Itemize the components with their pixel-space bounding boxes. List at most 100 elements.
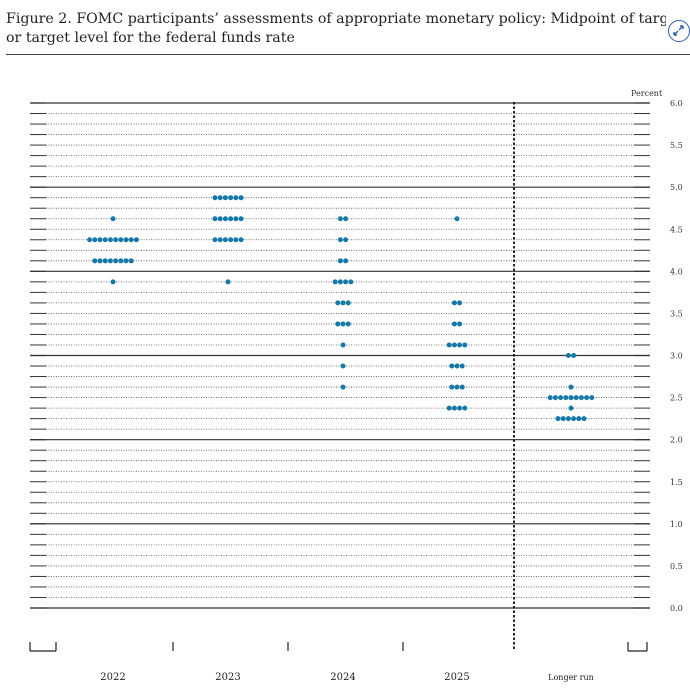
dot-marker [345, 300, 351, 306]
dot-marker [337, 279, 343, 285]
dot-marker [451, 321, 457, 327]
dot-marker [451, 342, 457, 348]
dot-marker [87, 237, 93, 243]
dot-marker [459, 384, 465, 390]
dot-marker [222, 216, 228, 222]
y-tick-label: 4.0 [670, 267, 683, 276]
dot-marker [446, 405, 452, 411]
dot-marker [451, 405, 457, 411]
x-tick-label: 2024 [330, 672, 355, 683]
dot-marker [217, 237, 223, 243]
y-axis-label: Percent [631, 89, 663, 98]
dot-marker [449, 384, 455, 390]
caption-line-1: Figure 2. FOMC participants’ assessments… [6, 11, 666, 27]
dot-marker [462, 405, 468, 411]
dot-marker [97, 258, 103, 264]
dot-marker [558, 395, 564, 401]
dot-marker [340, 342, 346, 348]
dot-marker [212, 216, 218, 222]
y-tick-label: 6.0 [670, 99, 683, 108]
dots-layer [87, 195, 595, 422]
dot-marker [343, 279, 349, 285]
dot-marker [345, 321, 351, 327]
x-tick-label: 2023 [215, 672, 240, 683]
x-tick-label: 2025 [444, 672, 469, 683]
dot-marker [449, 363, 455, 369]
dot-marker [102, 258, 108, 264]
dot-marker [222, 195, 228, 201]
y-tick-label: 5.0 [670, 183, 683, 192]
dot-marker [118, 258, 124, 264]
dot-marker [335, 300, 341, 306]
dot-marker [446, 342, 452, 348]
dot-marker [560, 416, 566, 422]
dot-marker [222, 237, 228, 243]
dot-marker [555, 416, 561, 422]
dot-marker [568, 395, 574, 401]
dot-marker [454, 363, 460, 369]
caption-line-2: or target level for the federal funds ra… [6, 30, 295, 46]
dot-marker [571, 353, 577, 358]
dot-marker [233, 195, 239, 201]
dot-marker [459, 363, 465, 369]
dot-marker [238, 195, 244, 201]
dot-marker [340, 300, 346, 306]
y-tick-label: 0.5 [670, 562, 683, 571]
y-tick-label: 5.5 [670, 141, 683, 150]
dot-marker [102, 237, 108, 243]
y-tick-label: 2.5 [670, 394, 683, 403]
dot-marker [133, 237, 139, 243]
dot-marker [457, 342, 463, 348]
dot-marker [454, 384, 460, 390]
dot-marker [337, 258, 343, 264]
dot-marker [118, 237, 124, 243]
dot-marker [332, 279, 338, 285]
dot-marker [573, 395, 579, 401]
dot-marker [547, 395, 553, 401]
dot-marker [107, 258, 113, 264]
dot-marker [228, 195, 234, 201]
dot-marker [454, 216, 460, 222]
dot-marker [107, 237, 113, 243]
y-tick-label: 4.5 [670, 225, 683, 234]
dot-marker [92, 237, 98, 243]
dot-marker [233, 237, 239, 243]
y-tick-label: 0.0 [670, 604, 683, 613]
dot-marker [340, 321, 346, 327]
dot-marker [97, 237, 103, 243]
dot-marker [552, 395, 558, 401]
y-tick-label: 3.0 [670, 352, 683, 361]
dot-marker [238, 216, 244, 222]
caption-divider [6, 54, 690, 55]
dot-marker [113, 258, 119, 264]
dot-marker [451, 300, 457, 306]
dot-marker [123, 237, 129, 243]
dot-marker [584, 395, 590, 401]
dot-marker [128, 237, 134, 243]
dot-marker [457, 321, 463, 327]
expand-arrows-icon [673, 25, 684, 36]
dot-marker [565, 416, 571, 422]
dot-marker [217, 216, 223, 222]
dot-marker [348, 279, 354, 285]
dot-marker [571, 416, 577, 422]
dot-marker [110, 216, 116, 222]
dot-marker [563, 395, 569, 401]
dot-marker [92, 258, 98, 264]
dot-marker [228, 216, 234, 222]
figure-caption: Figure 2. FOMC participants’ assessments… [6, 10, 666, 48]
dot-marker [462, 342, 468, 348]
x-tick-label: 2022 [100, 672, 125, 683]
dot-marker [565, 353, 571, 358]
dot-marker [212, 195, 218, 201]
dot-marker [343, 216, 349, 222]
dot-marker [340, 384, 346, 390]
x-axis [29, 102, 648, 652]
dot-marker [457, 405, 463, 411]
dot-marker [337, 237, 343, 243]
y-tick-label: 1.5 [670, 478, 683, 487]
dot-marker [212, 237, 218, 243]
dot-marker [343, 258, 349, 264]
dot-marker [335, 321, 341, 327]
